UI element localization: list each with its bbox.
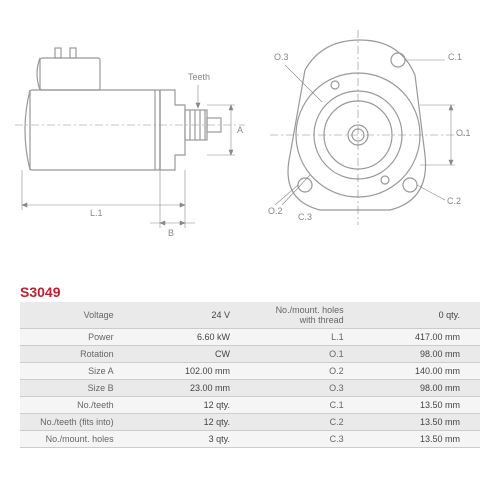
spec-value: 0 qty. bbox=[352, 302, 480, 329]
spec-label: Rotation bbox=[20, 346, 122, 363]
c2-label: C.2 bbox=[447, 196, 461, 206]
front-view: O.3 O.1 O.2 C.1 C.2 C.3 bbox=[250, 10, 490, 270]
spec-label: Size A bbox=[20, 363, 122, 380]
spec-value: CW bbox=[122, 346, 250, 363]
page-container: Teeth A B L.1 bbox=[0, 0, 500, 500]
spec-label: Voltage bbox=[20, 302, 122, 329]
spec-value: 24 V bbox=[122, 302, 250, 329]
o3-label: O.3 bbox=[274, 52, 289, 62]
spec-row: Size A102.00 mmO.2140.00 mm bbox=[20, 363, 480, 380]
spec-value: 3 qty. bbox=[122, 431, 250, 448]
spec-row: Voltage24 VNo./mount. holes with thread0… bbox=[20, 302, 480, 329]
spec-value: 13.50 mm bbox=[352, 414, 480, 431]
spec-value: 140.00 mm bbox=[352, 363, 480, 380]
spec-label: O.1 bbox=[250, 346, 352, 363]
diagram-area: Teeth A B L.1 bbox=[0, 0, 500, 280]
a-label: A bbox=[237, 125, 243, 135]
spec-label: C.2 bbox=[250, 414, 352, 431]
spec-label: No./teeth bbox=[20, 397, 122, 414]
spec-label: Size B bbox=[20, 380, 122, 397]
spec-label: No./teeth (fits into) bbox=[20, 414, 122, 431]
side-view: Teeth A B L.1 bbox=[10, 10, 250, 270]
spec-value: 102.00 mm bbox=[122, 363, 250, 380]
spec-value: 13.50 mm bbox=[352, 397, 480, 414]
b-label: B bbox=[168, 228, 174, 238]
spec-value: 98.00 mm bbox=[352, 346, 480, 363]
spec-value: 417.00 mm bbox=[352, 329, 480, 346]
spec-value: 12 qty. bbox=[122, 414, 250, 431]
spec-table: Voltage24 VNo./mount. holes with thread0… bbox=[20, 302, 480, 448]
spec-value: 23.00 mm bbox=[122, 380, 250, 397]
spec-label: O.2 bbox=[250, 363, 352, 380]
c1-label: C.1 bbox=[448, 52, 462, 62]
spec-value: 13.50 mm bbox=[352, 431, 480, 448]
spec-label: No./mount. holes bbox=[20, 431, 122, 448]
o2-label: O.2 bbox=[268, 206, 283, 216]
spec-label: Power bbox=[20, 329, 122, 346]
c3-label: C.3 bbox=[298, 212, 312, 222]
part-number: S3049 bbox=[0, 280, 500, 302]
spec-row: No./teeth (fits into)12 qty.C.213.50 mm bbox=[20, 414, 480, 431]
spec-label: O.3 bbox=[250, 380, 352, 397]
o1-label: O.1 bbox=[456, 128, 471, 138]
spec-label: C.1 bbox=[250, 397, 352, 414]
spec-label: L.1 bbox=[250, 329, 352, 346]
teeth-label: Teeth bbox=[188, 72, 210, 82]
spec-value: 98.00 mm bbox=[352, 380, 480, 397]
spec-label: C.3 bbox=[250, 431, 352, 448]
spec-row: Power6.60 kWL.1417.00 mm bbox=[20, 329, 480, 346]
spec-row: No./teeth12 qty.C.113.50 mm bbox=[20, 397, 480, 414]
spec-value: 12 qty. bbox=[122, 397, 250, 414]
spec-row: No./mount. holes3 qty.C.313.50 mm bbox=[20, 431, 480, 448]
l1-label: L.1 bbox=[90, 208, 103, 218]
spec-row: RotationCWO.198.00 mm bbox=[20, 346, 480, 363]
spec-label: No./mount. holes with thread bbox=[250, 302, 352, 329]
spec-value: 6.60 kW bbox=[122, 329, 250, 346]
spec-row: Size B23.00 mmO.398.00 mm bbox=[20, 380, 480, 397]
